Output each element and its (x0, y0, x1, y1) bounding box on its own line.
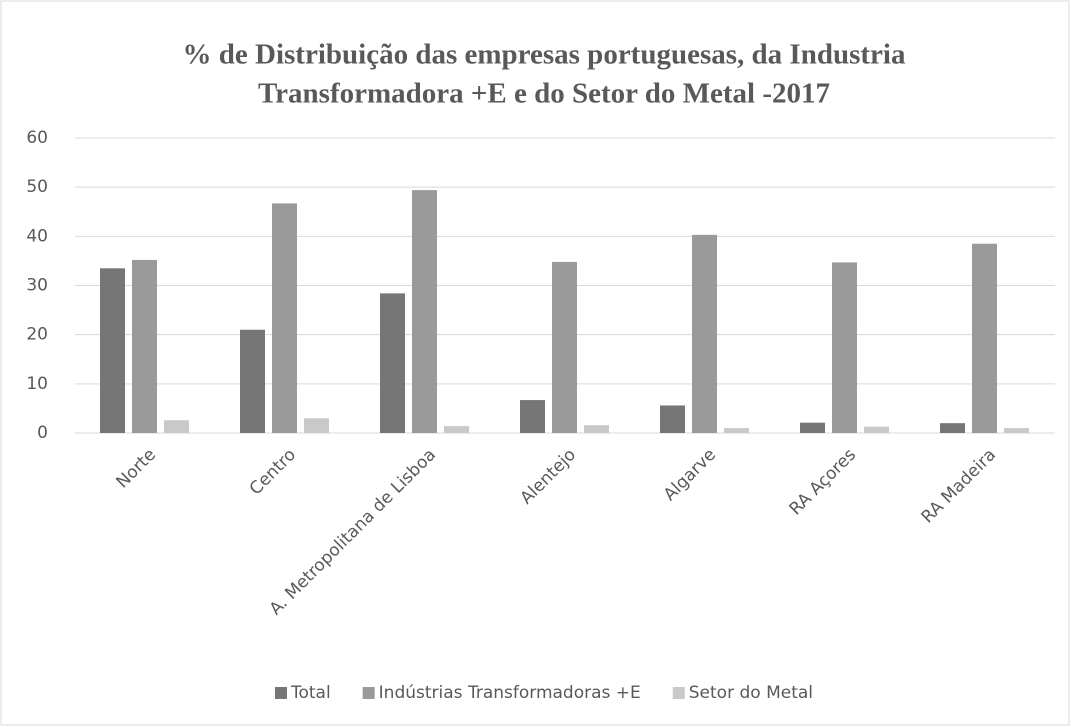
legend-label: Setor do Metal (689, 683, 813, 703)
legend-swatch (362, 687, 375, 699)
y-tick-label: 10 (26, 374, 48, 394)
bar (800, 422, 825, 433)
bar (412, 190, 437, 433)
bar (940, 423, 965, 433)
legend-label: Indústrias Transformadoras +E (379, 683, 641, 703)
bar (304, 418, 329, 433)
bar (132, 259, 157, 433)
y-tick-label: 30 (26, 276, 48, 296)
bar (444, 426, 469, 433)
bar (552, 261, 577, 433)
y-tick-label: 60 (26, 128, 48, 148)
legend-swatch (672, 687, 685, 699)
bar (832, 262, 857, 433)
bar (584, 425, 609, 433)
bar (692, 234, 717, 433)
bar (864, 426, 889, 433)
chart-title: Transformadora +E e do Setor do Metal -2… (258, 78, 830, 110)
bar (272, 203, 297, 433)
bar (520, 400, 545, 433)
y-tick-label: 50 (26, 177, 48, 197)
bar (972, 243, 997, 433)
chart-title: % de Distribuição das empresas portugues… (183, 39, 906, 71)
y-tick-label: 40 (26, 226, 48, 246)
legend-label: Total (290, 683, 331, 703)
bar (164, 420, 189, 433)
bar (100, 268, 125, 433)
y-tick-label: 20 (26, 325, 48, 345)
bar (240, 329, 265, 433)
bar (724, 428, 749, 433)
bar (380, 293, 405, 433)
bar (1004, 428, 1029, 433)
bar (660, 405, 685, 433)
legend-swatch (274, 687, 287, 699)
y-tick-label: 0 (37, 423, 48, 443)
